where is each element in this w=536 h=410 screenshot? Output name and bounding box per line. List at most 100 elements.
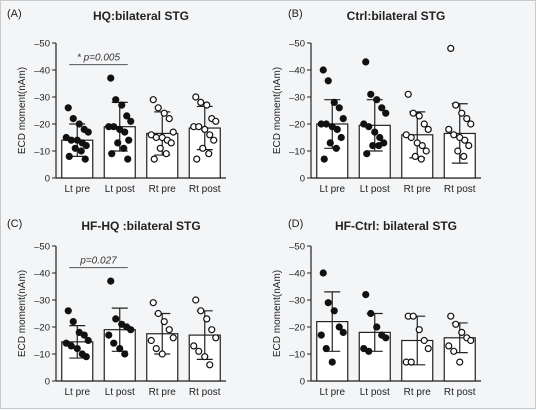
data-point [84,336,92,345]
data-point [154,309,162,318]
chart-panel-0: (A) HQ:bilateral STG 0 –10 –20 –30 –40 –50 ECD m… [7,8,226,195]
data-point [201,125,209,133]
data-point [378,104,386,112]
y-tick-label: –50 [34,39,50,50]
data-point [362,58,370,66]
data-point [208,326,216,334]
data-point [407,133,415,142]
data-point [105,331,113,339]
y-tick-label: –40 [34,269,50,280]
data-point [84,128,92,136]
data-point [152,345,160,353]
data-point [199,144,207,152]
data-point [82,142,90,150]
data-point [195,347,203,355]
data-point [365,123,373,131]
data-point [165,326,173,334]
x-tick-label: Lt pre [64,184,90,195]
chart-title: HF-Ctrl: bilateral STG [335,219,457,233]
data-point [124,155,132,163]
data-point [404,90,412,98]
x-tick-label: Rt pre [149,184,177,195]
data-point [149,96,157,104]
panel-label: (C) [7,218,22,230]
data-point [461,136,469,144]
y-tick-label: –50 [34,242,50,253]
data-point [447,44,455,53]
chart-title: HQ:bilateral STG [93,9,189,23]
data-point [73,345,81,353]
data-point [203,315,211,323]
data-point [458,109,466,117]
chart-panel-1: (B) Ctrl:bilateral STG 0 –10 –20 –30 –40 –50 ECD… [272,8,481,195]
x-tick-label: Rt pre [149,387,177,398]
y-tick-label: –10 [34,147,50,158]
data-point [121,350,129,358]
data-point [192,296,200,304]
data-point [365,347,373,355]
data-point [190,342,198,350]
data-point [123,112,131,120]
data-point [445,342,453,350]
data-point [382,334,390,342]
data-point [424,125,432,133]
data-point [375,142,383,150]
data-point [64,307,72,315]
chart-title: Ctrl:bilateral STG [347,9,446,23]
data-point [147,336,155,345]
y-tick-label: –30 [34,93,50,104]
data-point [424,345,432,353]
bar [61,341,94,382]
data-point [452,101,460,109]
data-point [417,155,425,163]
data-point [324,299,332,307]
data-point [319,269,327,277]
data-point [82,353,90,361]
y-tick-label: 0 [300,174,305,185]
data-point [409,109,417,117]
x-tick-label: Rt post [444,184,476,195]
data-point [67,342,75,350]
data-point [376,133,384,142]
data-point [332,144,340,152]
chart-panel-3: (D) HF-Ctrl: bilateral STG 0 –10 –20 –30 –40 –5… [272,218,481,398]
data-point [363,150,371,158]
data-point [64,104,72,112]
chart-panel-2: (C) HF-HQ :bilateral STG 0 –10 –20 –30 –40 –50 E… [7,218,226,398]
data-point [324,77,332,85]
data-point [322,120,330,128]
data-point [339,328,347,336]
data-point [339,114,347,123]
data-point [197,307,205,315]
data-point [154,104,162,112]
data-point [205,150,213,158]
data-point [411,152,419,160]
x-tick-label: Lt pre [319,184,345,195]
data-point [114,139,122,147]
data-point [116,345,124,353]
panel-label: (B) [288,8,303,20]
data-point [156,144,164,152]
data-point [337,133,345,142]
y-tick-label: –10 [289,350,305,361]
data-point [326,139,334,147]
data-point [127,117,135,125]
data-point [467,336,475,345]
panel-label: (A) [7,8,22,20]
data-point [420,120,428,128]
data-point [67,136,75,144]
data-point [192,93,200,101]
y-tick-label: –20 [34,120,50,131]
data-point [77,147,85,155]
data-point [418,142,426,150]
data-point [317,331,325,339]
data-point [415,326,423,334]
y-tick-label: –10 [289,147,305,158]
data-point [373,96,381,104]
data-point [69,114,77,123]
x-tick-label: Rt pre [404,387,432,398]
data-point [71,144,79,152]
data-point [65,152,73,160]
data-point [112,96,120,104]
data-point [195,123,203,131]
